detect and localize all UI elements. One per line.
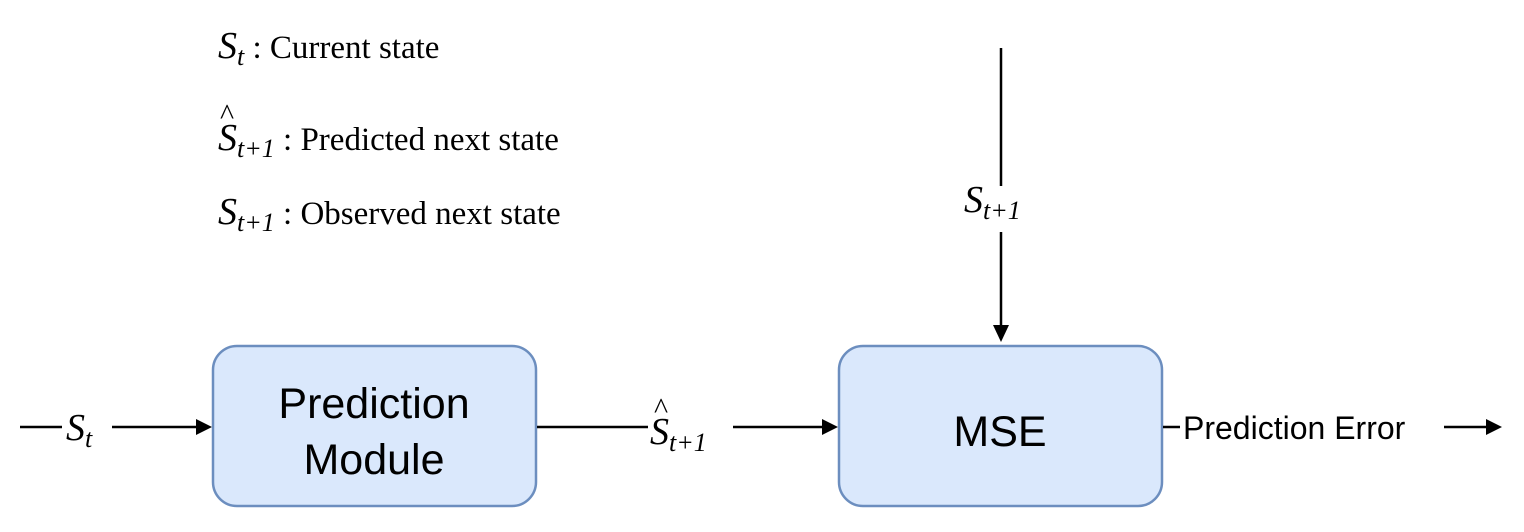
legend-symbol: S	[218, 191, 237, 233]
svg-text:St+1 : Observed next state: St+1 : Observed next state	[218, 191, 561, 237]
edge-output-label: Prediction Error	[1183, 410, 1406, 446]
hat-accent: ^	[220, 98, 234, 131]
mse-node: MSE	[837, 344, 1164, 508]
arrowhead	[1486, 419, 1502, 435]
edge-output: Prediction Error	[1163, 410, 1502, 446]
legend-subscript: t+1	[237, 134, 275, 163]
svg-text:St : Current state: St : Current state	[218, 25, 439, 71]
legend-symbol: S	[218, 25, 237, 67]
legend-item-predicted-next-state: ^ St+1 : Predicted next state	[218, 98, 559, 163]
legend-description: Current state	[270, 30, 440, 66]
prediction-module-node: Prediction Module	[211, 344, 538, 508]
edge-predicted: ^ St+1	[537, 392, 838, 457]
edge-predicted-label: St+1	[650, 411, 707, 457]
legend-subscript: t	[237, 42, 245, 71]
prediction-module-box	[211, 344, 538, 508]
mse-label: MSE	[953, 408, 1046, 456]
legend-description: Observed next state	[300, 196, 560, 232]
legend-symbol: S	[218, 117, 237, 159]
legend-description: Predicted next state	[300, 122, 558, 158]
prediction-module-label-line2: Module	[303, 436, 444, 484]
legend-subscript: t+1	[237, 208, 275, 237]
legend-item-observed-next-state: St+1 : Observed next state	[218, 191, 561, 237]
edge-input-label: St	[66, 407, 93, 453]
edge-input: St	[20, 407, 212, 453]
arrowhead	[196, 419, 212, 435]
arrowhead	[993, 325, 1009, 342]
mse-box	[837, 344, 1164, 508]
legend-item-current-state: St : Current state	[218, 25, 439, 71]
hat-accent: ^	[654, 392, 668, 425]
arrowhead	[822, 419, 838, 435]
prediction-module-label-line1: Prediction	[278, 380, 469, 428]
legend: St : Current state ^ St+1 : Predicted ne…	[218, 25, 561, 237]
edge-observed: St+1	[964, 48, 1021, 342]
edge-observed-label: St+1	[964, 179, 1021, 225]
svg-text:St+1 : Predicted next state: St+1 : Predicted next state	[218, 117, 559, 163]
